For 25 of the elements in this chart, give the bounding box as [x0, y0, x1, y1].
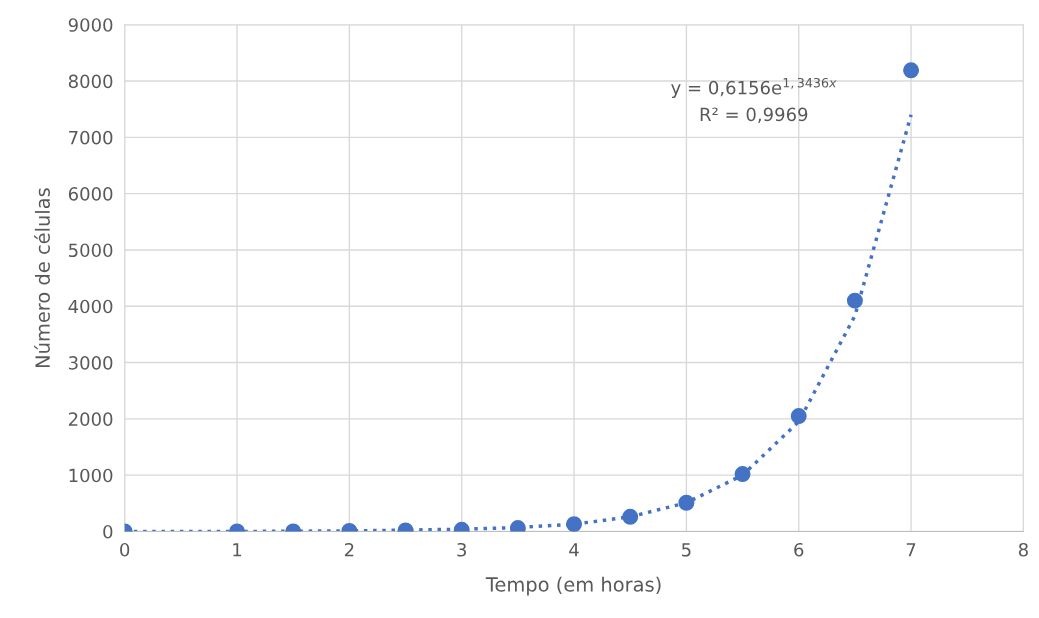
x-tick-label: 6	[794, 542, 804, 557]
y-tick-label: 9000	[68, 18, 113, 32]
x-tick-label: 4	[569, 543, 579, 557]
point	[903, 62, 920, 79]
y-tick-label: 8000	[68, 74, 113, 89]
y-tick-label: 1000	[69, 468, 113, 483]
x-tick-label: 2	[344, 542, 354, 557]
y-tick-label: 7000	[69, 130, 113, 145]
x-tick-label: 5	[682, 543, 691, 557]
x-axis-title: Tempo (em horas)	[485, 576, 661, 596]
x-tick-label: 1	[233, 543, 242, 557]
y-tick-label: 4000	[68, 299, 113, 314]
annotation: R² = 0,9969	[700, 107, 808, 124]
y-tick-label: 0	[103, 524, 113, 539]
y-axis-title: Número de células	[34, 188, 50, 368]
point	[846, 292, 863, 309]
x-tick-label: 3	[457, 542, 466, 557]
annotation: y = 0,6156e$^{1,3436x}$	[671, 77, 837, 98]
x-tick-label: 7	[906, 543, 916, 557]
y-tick-label: 3000	[68, 356, 113, 370]
y-tick-label: 5000	[69, 243, 113, 258]
x-tick-label: 0	[120, 542, 130, 557]
y-tick-label: 2000	[68, 412, 113, 426]
x-tick-label: 8	[1018, 542, 1028, 557]
y-tick-label: 6000	[68, 187, 113, 201]
